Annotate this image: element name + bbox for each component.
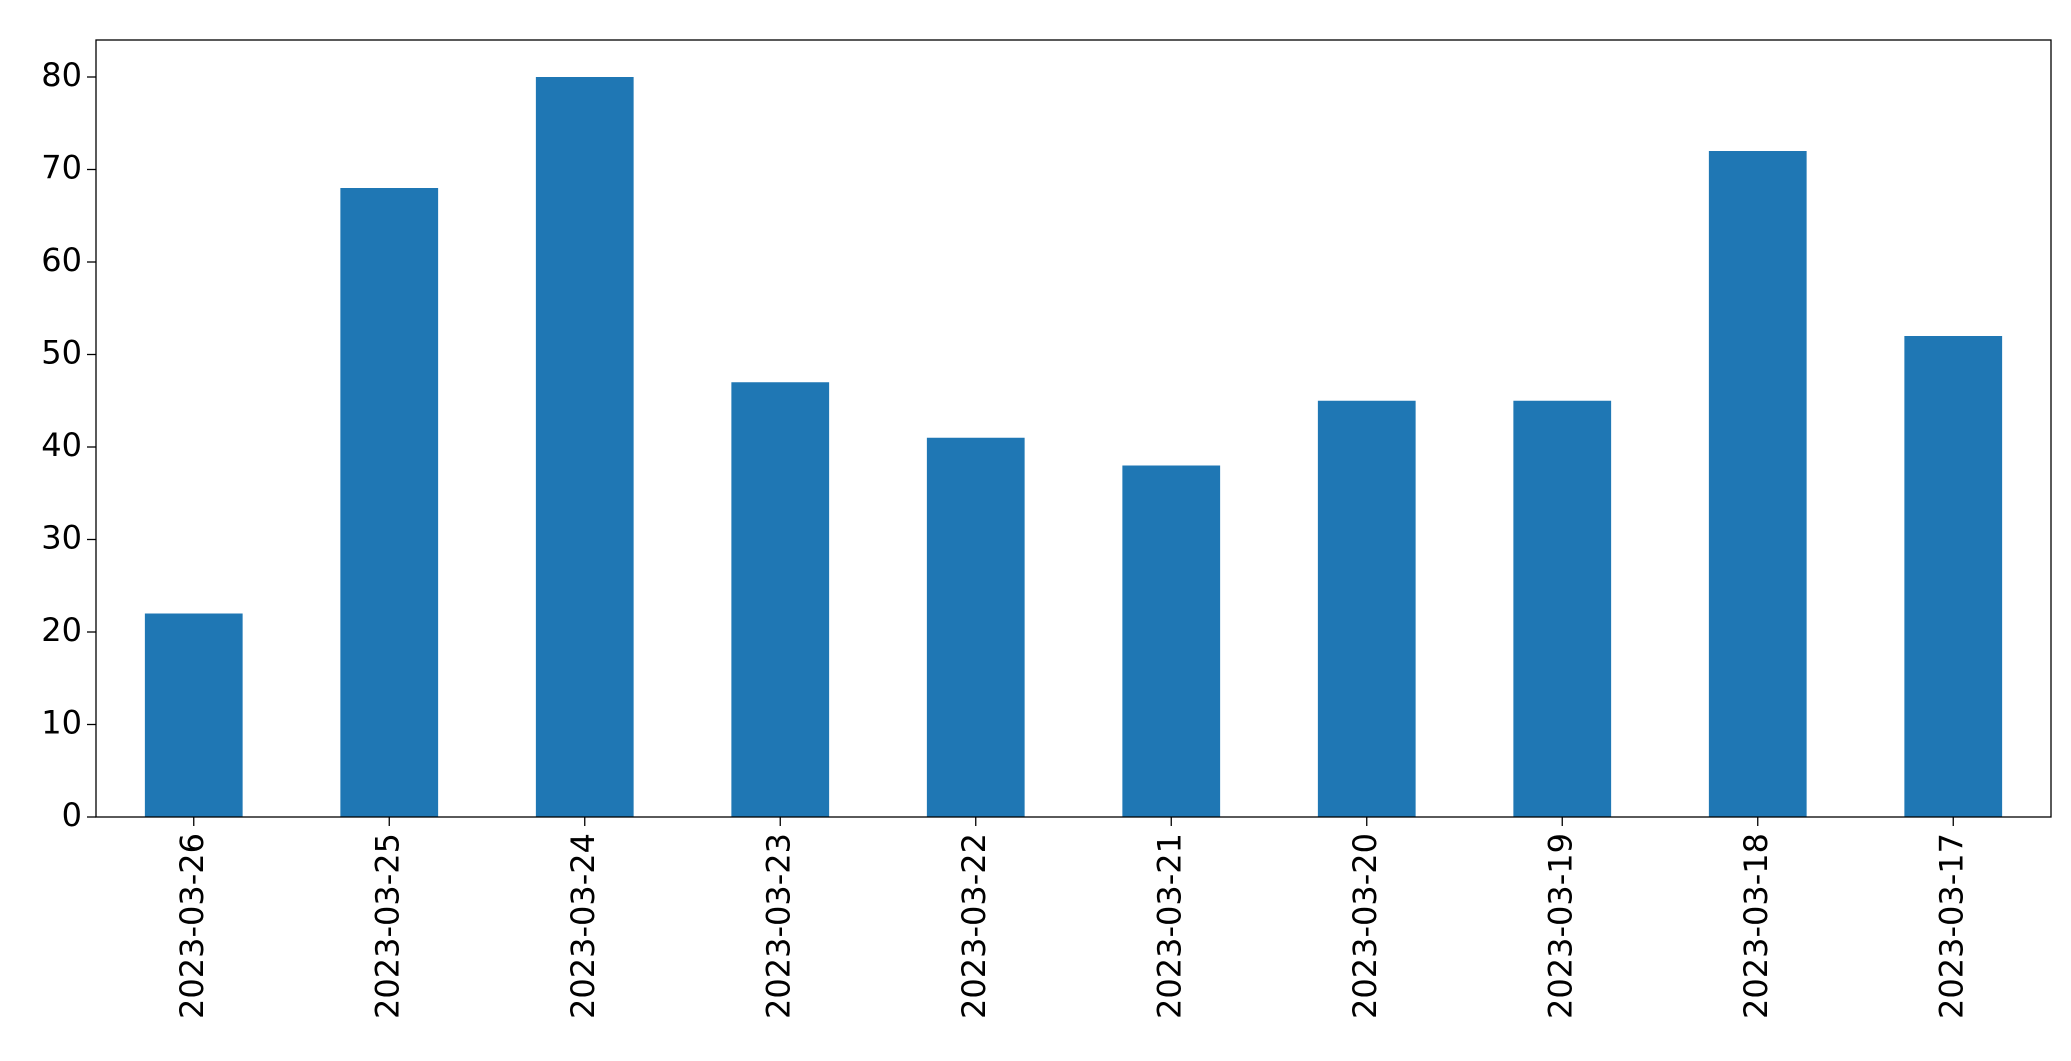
bar: [1513, 400, 1612, 817]
y-tick-label: 30: [41, 519, 82, 557]
bar: [1904, 336, 2003, 817]
x-tick-label: 2023-03-19: [1541, 833, 1579, 1019]
bar: [144, 613, 243, 817]
y-tick-label: 40: [41, 426, 82, 464]
bar: [1708, 151, 1807, 817]
bar: [535, 77, 634, 817]
x-tick-label: 2023-03-22: [955, 833, 993, 1019]
y-tick-label: 80: [41, 56, 82, 94]
x-tick-label: 2023-03-26: [173, 833, 211, 1019]
x-tick-label: 2023-03-23: [759, 833, 797, 1019]
y-tick-label: 60: [41, 241, 82, 279]
x-tick-label: 2023-03-24: [564, 833, 602, 1019]
x-tick-label: 2023-03-21: [1150, 833, 1188, 1019]
bar: [1122, 465, 1221, 817]
bar: [926, 437, 1025, 817]
y-tick-label: 0: [62, 796, 82, 834]
bar: [731, 382, 830, 817]
x-tick-label: 2023-03-17: [1932, 833, 1970, 1019]
x-tick-label: 2023-03-18: [1737, 833, 1775, 1019]
bar: [1317, 400, 1416, 817]
y-tick-label: 50: [41, 334, 82, 372]
plot-layer: 0 10 20 30 40 50 60 70 80 2023-03-26 2023-03-25 202…: [41, 56, 2003, 1019]
bar: [340, 188, 439, 817]
y-tick-label: 20: [41, 611, 82, 649]
y-tick-label: 70: [41, 149, 82, 187]
x-tick-label: 2023-03-25: [368, 833, 406, 1019]
x-tick-label: 2023-03-20: [1346, 833, 1384, 1019]
y-tick-label: 10: [41, 704, 82, 742]
plot-frame: [95, 39, 2052, 818]
